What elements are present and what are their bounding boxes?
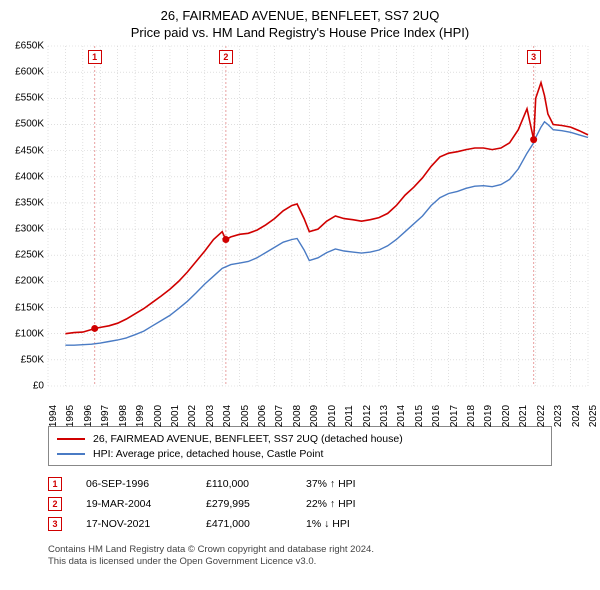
x-tick-label: 2007	[274, 405, 285, 427]
legend-label: 26, FAIRMEAD AVENUE, BENFLEET, SS7 2UQ (…	[93, 433, 403, 445]
x-tick-label: 1996	[83, 405, 94, 427]
sale-marker-badge: 3	[48, 517, 62, 531]
x-tick-label: 1998	[118, 405, 129, 427]
sale-date: 06-SEP-1996	[86, 478, 206, 490]
y-tick-label: £150K	[0, 302, 44, 313]
sale-marker-1: 1	[88, 50, 102, 64]
sale-date: 19-MAR-2004	[86, 498, 206, 510]
chart-container: 26, FAIRMEAD AVENUE, BENFLEET, SS7 2UQ P…	[0, 0, 600, 590]
sale-marker-2: 2	[219, 50, 233, 64]
x-tick-label: 2005	[240, 405, 251, 427]
x-tick-label: 2015	[414, 405, 425, 427]
y-tick-label: £650K	[0, 41, 44, 52]
plot-area: 1 2 3	[48, 46, 588, 386]
x-tick-label: 2011	[344, 405, 355, 427]
x-tick-label: 2006	[257, 405, 268, 427]
legend-swatch	[57, 453, 85, 455]
x-tick-label: 2010	[327, 405, 338, 427]
sale-marker-3: 3	[527, 50, 541, 64]
sale-price: £279,995	[206, 498, 306, 510]
x-tick-label: 2025	[588, 405, 599, 427]
y-tick-label: £300K	[0, 224, 44, 235]
x-tick-label: 2021	[518, 405, 529, 427]
legend-label: HPI: Average price, detached house, Cast…	[93, 448, 323, 460]
chart-subtitle: Price paid vs. HM Land Registry's House …	[0, 23, 600, 46]
legend-swatch	[57, 438, 85, 440]
x-tick-label: 2020	[501, 405, 512, 427]
x-tick-label: 2014	[396, 405, 407, 427]
y-tick-label: £450K	[0, 145, 44, 156]
chart-title: 26, FAIRMEAD AVENUE, BENFLEET, SS7 2UQ	[0, 0, 600, 23]
y-tick-label: £250K	[0, 250, 44, 261]
sales-table: 1 06-SEP-1996£110,00037% ↑ HPI 2 19-MAR-200…	[48, 474, 552, 534]
y-tick-label: £0	[0, 381, 44, 392]
footer-line-2: This data is licensed under the Open Gov…	[48, 556, 552, 568]
y-tick-label: £500K	[0, 119, 44, 130]
x-tick-label: 2023	[553, 405, 564, 427]
x-tick-label: 2008	[292, 405, 303, 427]
x-tick-label: 1994	[48, 405, 59, 427]
sale-marker-badge: 1	[48, 477, 62, 491]
x-tick-label: 2013	[379, 405, 390, 427]
x-tick-label: 2003	[205, 405, 216, 427]
y-tick-label: £200K	[0, 276, 44, 287]
y-tick-label: £400K	[0, 171, 44, 182]
x-axis: 1994199519961997199819992000200120022003…	[48, 386, 588, 420]
series-hpi	[65, 122, 588, 345]
x-tick-label: 2016	[431, 405, 442, 427]
y-axis: £0£50K£100K£150K£200K£250K£300K£350K£400…	[0, 46, 48, 386]
footer-line-1: Contains HM Land Registry data © Crown c…	[48, 544, 552, 556]
footer-attribution: Contains HM Land Registry data © Crown c…	[48, 544, 552, 569]
x-tick-label: 1997	[100, 405, 111, 427]
y-tick-label: £600K	[0, 67, 44, 78]
sale-row: 1 06-SEP-1996£110,00037% ↑ HPI	[48, 474, 552, 494]
x-tick-label: 2012	[362, 405, 373, 427]
sale-diff: 1% ↓ HPI	[306, 518, 406, 530]
x-tick-label: 2024	[571, 405, 582, 427]
sale-diff: 37% ↑ HPI	[306, 478, 406, 490]
sale-diff: 22% ↑ HPI	[306, 498, 406, 510]
legend-box: 26, FAIRMEAD AVENUE, BENFLEET, SS7 2UQ (…	[48, 426, 552, 466]
y-tick-label: £100K	[0, 328, 44, 339]
sale-marker-badge: 2	[48, 497, 62, 511]
y-tick-label: £550K	[0, 93, 44, 104]
chart-svg	[48, 46, 588, 386]
x-tick-label: 2002	[187, 405, 198, 427]
x-tick-label: 2004	[222, 405, 233, 427]
y-tick-label: £350K	[0, 197, 44, 208]
sale-date: 17-NOV-2021	[86, 518, 206, 530]
sale-price: £471,000	[206, 518, 306, 530]
x-tick-label: 1995	[65, 405, 76, 427]
x-tick-label: 1999	[135, 405, 146, 427]
y-tick-label: £50K	[0, 354, 44, 365]
sale-row: 3 17-NOV-2021£471,0001% ↓ HPI	[48, 514, 552, 534]
legend-item: 26, FAIRMEAD AVENUE, BENFLEET, SS7 2UQ (…	[57, 431, 543, 446]
sale-row: 2 19-MAR-2004£279,99522% ↑ HPI	[48, 494, 552, 514]
x-tick-label: 2018	[466, 405, 477, 427]
x-tick-label: 2009	[309, 405, 320, 427]
x-tick-label: 2017	[449, 405, 460, 427]
x-tick-label: 2001	[170, 405, 181, 427]
x-tick-label: 2000	[153, 405, 164, 427]
legend-item: HPI: Average price, detached house, Cast…	[57, 446, 543, 461]
x-tick-label: 2022	[536, 405, 547, 427]
sale-price: £110,000	[206, 478, 306, 490]
x-tick-label: 2019	[483, 405, 494, 427]
